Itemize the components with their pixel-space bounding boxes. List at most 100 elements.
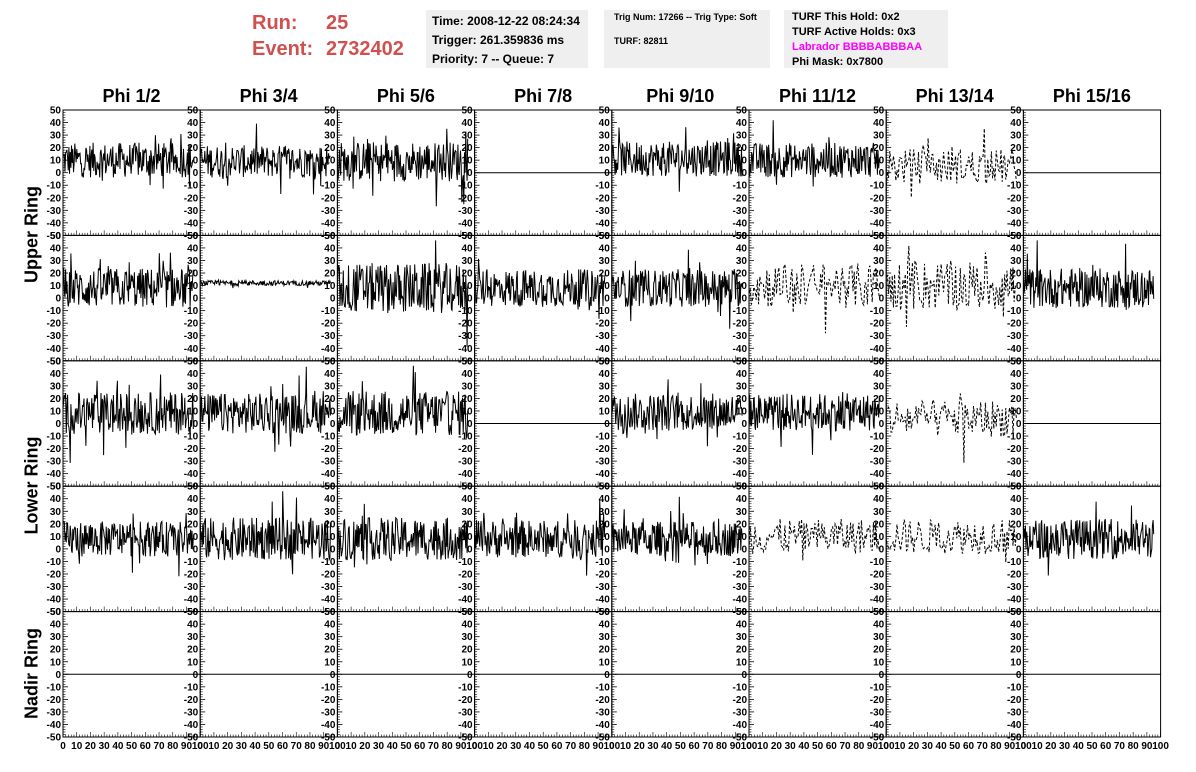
y-tick-label: 10 [50,156,62,167]
y-tick-label: 10 [1010,406,1022,417]
waveform-trace [336,128,469,207]
x-tick-label: 50 [1086,741,1098,752]
y-tick-label: 50 [50,482,62,493]
y-tick-label: -10 [595,306,610,317]
y-tick-label: -30 [870,331,885,342]
x-tick-label: 100 [878,741,895,752]
y-tick-label: -50 [1007,231,1022,242]
y-tick-label: 30 [599,131,611,142]
y-tick-label: 40 [1010,243,1022,254]
y-tick-label: 30 [324,632,336,643]
y-tick-label: 20 [736,645,748,656]
y-tick-label: 40 [461,243,473,254]
y-tick-label: -50 [47,356,62,367]
y-tick-label: -10 [733,181,748,192]
y-tick-label: 40 [50,243,62,254]
y-tick-label: -10 [321,682,336,693]
y-tick-label: 30 [324,507,336,518]
y-tick-label: 40 [599,369,611,380]
y-tick-label: 40 [1010,620,1022,631]
y-tick-label: -30 [733,331,748,342]
y-tick-label: -40 [458,595,473,606]
y-tick-label: -20 [47,319,62,330]
y-tick-label: 0 [193,294,199,305]
waveform-trace [336,240,469,347]
y-tick-label: 10 [50,281,62,292]
y-tick-label: 20 [50,645,62,656]
y-tick-label: 50 [461,106,473,117]
y-tick-label: 10 [50,657,62,668]
y-tick-label: -40 [458,720,473,731]
y-tick-label: 30 [461,381,473,392]
y-tick-label: 30 [50,131,62,142]
y-tick-label: 20 [736,394,748,405]
y-tick-label: -40 [458,344,473,355]
x-tick-label: 20 [359,741,371,752]
y-tick-label: -30 [1007,707,1022,718]
y-tick-label: -10 [321,181,336,192]
event-label: Event: [252,38,314,60]
y-tick-label: -40 [184,720,199,731]
y-tick-label: 40 [1010,369,1022,380]
y-tick-label: 40 [187,620,199,631]
y-tick-label: 30 [873,632,885,643]
waveform-trace [62,252,194,308]
y-tick-label: 30 [461,256,473,267]
y-tick-label: -30 [184,582,199,593]
waveform-trace [199,491,331,575]
y-tick-label: -40 [595,218,610,229]
x-tick-label: 70 [1114,741,1126,752]
y-tick-label: 20 [599,143,611,154]
y-tick-label: 0 [741,168,747,179]
y-tick-label: -40 [595,344,610,355]
y-tick-label: 10 [599,156,611,167]
y-tick-label: 0 [55,670,61,681]
y-tick-label: 0 [330,544,336,555]
y-tick-label: 10 [736,281,748,292]
panel-frame [611,109,750,236]
y-tick-label: 40 [599,620,611,631]
y-tick-label: 10 [873,406,885,417]
y-tick-label: 0 [741,670,747,681]
x-tick-label: 30 [99,741,111,752]
waveform-trace [336,503,469,568]
y-tick-label: 20 [873,394,885,405]
waveform-trace [611,379,743,447]
y-tick-label: -30 [870,707,885,718]
y-tick-label: -50 [733,607,748,618]
y-tick-label: 20 [50,394,62,405]
y-tick-label: -50 [458,607,473,618]
y-tick-label: 40 [324,494,336,505]
y-tick-label: -30 [595,582,610,593]
y-tick-label: 40 [187,494,199,505]
y-tick-label: -50 [870,231,885,242]
y-tick-label: -50 [321,733,336,744]
y-tick-label: 0 [193,419,199,430]
y-tick-label: 0 [55,419,61,430]
y-tick-label: -50 [1007,733,1022,744]
y-tick-label: 0 [330,294,336,305]
x-tick-label: 10 [483,741,495,752]
y-tick-label: -10 [184,432,199,443]
y-tick-label: 0 [467,544,473,555]
y-tick-label: 0 [330,168,336,179]
x-tick-label: 20 [1045,741,1057,752]
x-tick-label: 50 [400,741,412,752]
y-tick-label: -10 [595,181,610,192]
y-tick-label: 20 [187,269,199,280]
x-tick-label: 40 [250,741,262,752]
y-tick-label: 50 [461,482,473,493]
y-tick-label: -10 [47,682,62,693]
x-tick-label: 50 [126,741,138,752]
y-tick-label: -30 [47,457,62,468]
y-tick-label: -40 [870,720,885,731]
y-tick-label: -20 [321,695,336,706]
y-tick-label: -40 [184,469,199,480]
